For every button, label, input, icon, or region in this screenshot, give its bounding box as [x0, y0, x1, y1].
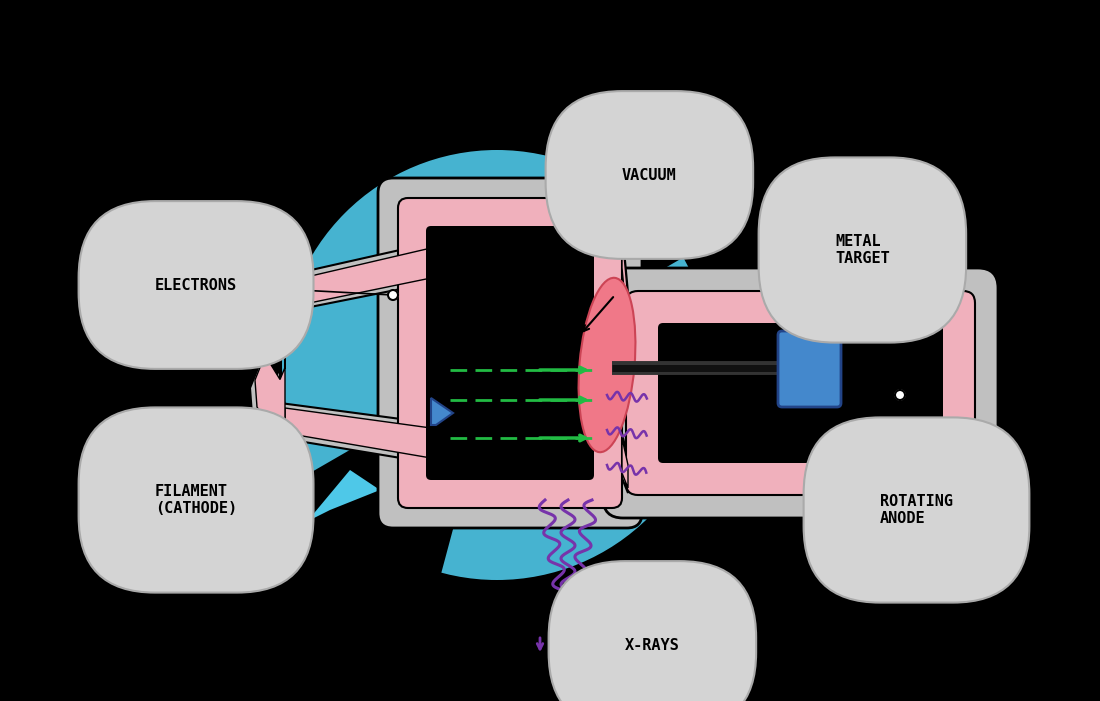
Circle shape: [275, 430, 285, 440]
Polygon shape: [621, 233, 628, 330]
FancyBboxPatch shape: [378, 178, 642, 528]
FancyBboxPatch shape: [626, 291, 975, 495]
Circle shape: [556, 188, 565, 198]
Polygon shape: [621, 433, 628, 493]
Circle shape: [895, 390, 905, 400]
Polygon shape: [621, 438, 628, 488]
Circle shape: [282, 150, 712, 580]
Text: ELECTRONS: ELECTRONS: [155, 278, 238, 292]
FancyBboxPatch shape: [658, 323, 943, 463]
Ellipse shape: [579, 278, 636, 452]
FancyBboxPatch shape: [426, 226, 594, 480]
Text: FILAMENT
(CATHODE): FILAMENT (CATHODE): [155, 484, 238, 516]
Text: X-RAYS: X-RAYS: [625, 637, 680, 653]
FancyBboxPatch shape: [398, 198, 622, 508]
Circle shape: [585, 645, 595, 655]
Polygon shape: [285, 248, 431, 308]
Polygon shape: [270, 470, 380, 540]
Circle shape: [825, 290, 835, 300]
Text: VACUUM: VACUUM: [621, 168, 676, 182]
Text: METAL
TARGET: METAL TARGET: [835, 234, 890, 266]
Polygon shape: [497, 133, 705, 365]
Polygon shape: [621, 228, 628, 335]
Polygon shape: [250, 272, 280, 443]
Polygon shape: [280, 403, 431, 463]
Polygon shape: [431, 398, 453, 425]
FancyBboxPatch shape: [603, 268, 998, 518]
Circle shape: [388, 290, 398, 300]
Polygon shape: [255, 280, 285, 435]
Polygon shape: [289, 365, 497, 597]
Text: ROTATING
ANODE: ROTATING ANODE: [880, 494, 953, 526]
Polygon shape: [550, 135, 640, 185]
FancyBboxPatch shape: [778, 331, 842, 407]
Polygon shape: [280, 243, 431, 313]
Polygon shape: [285, 408, 431, 458]
